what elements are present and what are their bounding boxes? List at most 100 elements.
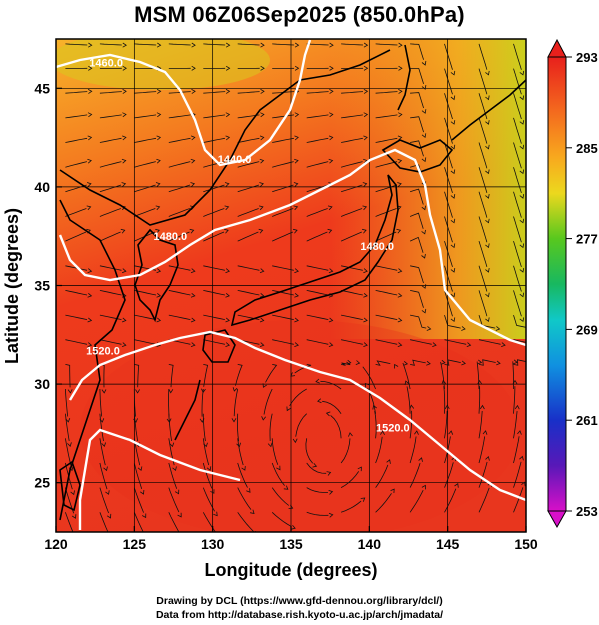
streamline [306,114,329,119]
streamline-arrowhead [404,380,410,386]
streamline [444,216,453,243]
streamline [99,208,122,217]
streamline-arrowhead [357,466,362,472]
streamline-arrowhead [363,42,369,48]
streamline-arrowhead [74,538,78,542]
streamline [134,137,157,143]
contour-1520-south [78,428,241,530]
streamline [168,231,190,242]
streamline-arrowhead [262,383,267,388]
streamline-arrowhead [224,205,230,211]
streamline [237,265,260,271]
streamline-arrowhead [485,120,490,125]
streamline-arrowhead [461,326,466,331]
streamline [444,436,451,464]
coastlines [59,44,526,521]
streamline-arrowhead [122,65,127,71]
streamline-arrowhead [450,317,456,323]
streamline-arrowhead [121,268,127,274]
streamline [65,91,88,94]
streamline [99,114,122,119]
streamline [168,91,191,94]
streamline [444,462,454,488]
streamline-arrowhead [156,112,162,118]
streamline-arrowhead [87,317,93,323]
streamline [65,388,69,417]
streamline-arrowhead [294,268,299,274]
streamline [65,208,87,217]
streamline-arrowhead [519,268,525,273]
streamline-arrowhead [363,317,368,323]
streamline [513,290,522,317]
streamline-arrowhead [258,228,264,234]
streamline [202,438,210,466]
streamline [513,265,522,292]
streamline [402,362,411,390]
wind-streamlines [65,42,540,542]
streamline-arrowhead [380,430,385,435]
streamline-arrowhead [225,89,231,94]
streamline-arrowhead [259,182,264,187]
streamline [233,388,239,417]
streamline [306,137,329,143]
streamline-arrowhead [225,135,231,141]
streamline [375,290,398,296]
streamline [306,511,329,516]
streamline-arrowhead [421,253,426,259]
streamline-arrowhead [421,85,427,90]
streamline [513,216,522,243]
streamline [99,184,122,193]
streamline [513,339,526,343]
streamline [478,339,501,345]
streamline [203,137,225,143]
coastline-mainland-asia [59,49,391,226]
streamline [478,436,486,464]
streamline [272,290,294,296]
streamline [340,438,351,464]
streamline [168,137,191,143]
y-tick-label: 45 [34,80,50,96]
streamline-arrowhead [276,465,281,471]
streamline-arrowhead [450,243,456,249]
streamline-arrowhead [191,42,196,48]
streamline [330,415,342,439]
streamline [168,364,174,388]
streamline [478,290,488,317]
streamline [168,161,191,168]
streamline-arrowhead [485,243,490,249]
streamline [444,359,461,366]
streamline-arrowhead [156,158,161,164]
streamline [443,386,446,414]
streamline-arrowhead [363,292,368,298]
streamline-arrowhead [363,89,369,94]
y-tick-label: 35 [34,278,50,294]
streamline-arrowhead [206,466,212,471]
streamline [272,208,294,217]
streamline [65,339,88,345]
streamline [478,216,488,243]
y-axis-label: Latitude (degrees) [2,208,22,364]
streamline [410,339,432,345]
streamline [341,314,363,320]
streamline-arrowhead [421,308,427,314]
streamline [375,208,397,217]
map-plot-area: 1460.0 1440.0 1480.0 1480.0 1520.0 1520.0 [55,38,540,542]
streamline-arrowhead [190,342,196,347]
streamline [340,184,363,193]
streamline-arrowhead [87,292,93,298]
streamline [99,438,106,466]
streamline [134,184,156,193]
streamline-arrowhead [421,60,427,66]
streamline [476,361,480,390]
streamline [237,487,252,510]
streamline-arrowhead [294,292,299,298]
streamline-arrowhead [241,466,246,471]
streamline-arrowhead [485,455,490,461]
streamline [306,339,329,345]
streamline-arrowhead [213,511,218,517]
streamline-arrowhead [326,471,332,476]
streamline-arrowhead [259,342,265,347]
streamline-arrowhead [397,158,403,164]
streamline-arrowhead [536,343,540,347]
streamline [65,114,88,119]
